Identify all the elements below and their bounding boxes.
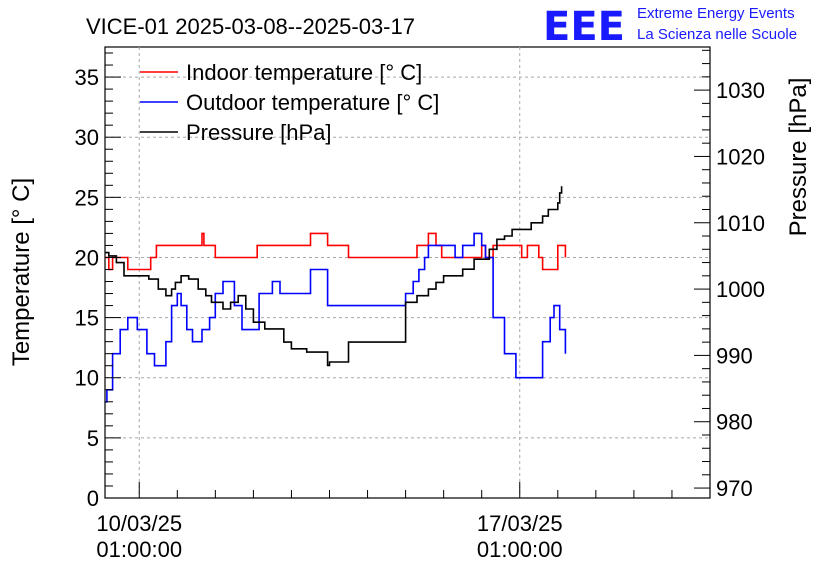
legend-label: Indoor temperature [° C] [186, 60, 422, 85]
plot-frame [104, 46, 711, 499]
y-tick-label: 20 [75, 245, 99, 270]
y-axis-label: Temperature [° C] [8, 178, 35, 366]
series-lines [105, 186, 567, 403]
legend: Indoor temperature [° C] Outdoor temperat… [140, 60, 439, 145]
y2-tick-label: 1030 [716, 78, 765, 103]
series-line-1 [105, 232, 567, 271]
grid-lines [105, 47, 710, 498]
x-tick-label-time: 01:00:00 [96, 537, 182, 562]
x-tick-label-time: 01:00:00 [477, 537, 563, 562]
y-tick-label: 25 [75, 185, 99, 210]
series-line-2 [105, 232, 567, 403]
axes: 0 5 10 15 20 25 30 35 970 980 990 1000 1010 1020 1030 1… [75, 49, 765, 562]
brand-line-2: La Scienza nelle Scuole [637, 26, 797, 43]
chart-title: VICE-01 2025-03-08--2025-03-17 [86, 14, 415, 39]
legend-label: Outdoor temperature [° C] [186, 90, 439, 115]
y2-tick-label: 980 [716, 410, 753, 435]
brand-line-1: Extreme Energy Events [637, 5, 795, 22]
y-tick-label: 5 [87, 426, 99, 451]
y-tick-label: 15 [75, 306, 99, 331]
y-tick-label: 0 [87, 486, 99, 511]
y2-tick-label: 1020 [716, 144, 765, 169]
legend-label: Pressure [hPa] [186, 120, 332, 145]
y2-tick-label: 970 [716, 476, 753, 501]
y2-tick-label: 990 [716, 343, 753, 368]
series-line-3 [105, 186, 563, 367]
eee-logo: EEE Extreme Energy Events La Scienza nel… [543, 4, 797, 50]
x-tick-label-date: 17/03/25 [477, 511, 563, 536]
y2-tick-label: 1010 [716, 211, 765, 236]
y-tick-label: 10 [75, 366, 99, 391]
y-tick-label: 35 [75, 65, 99, 90]
eee-logo-text: EEE [543, 4, 625, 50]
x-tick-label-date: 10/03/25 [96, 511, 182, 536]
y2-axis-label: Pressure [hPa] [785, 78, 812, 237]
y-tick-label: 30 [75, 125, 99, 150]
y2-tick-label: 1000 [716, 277, 765, 302]
